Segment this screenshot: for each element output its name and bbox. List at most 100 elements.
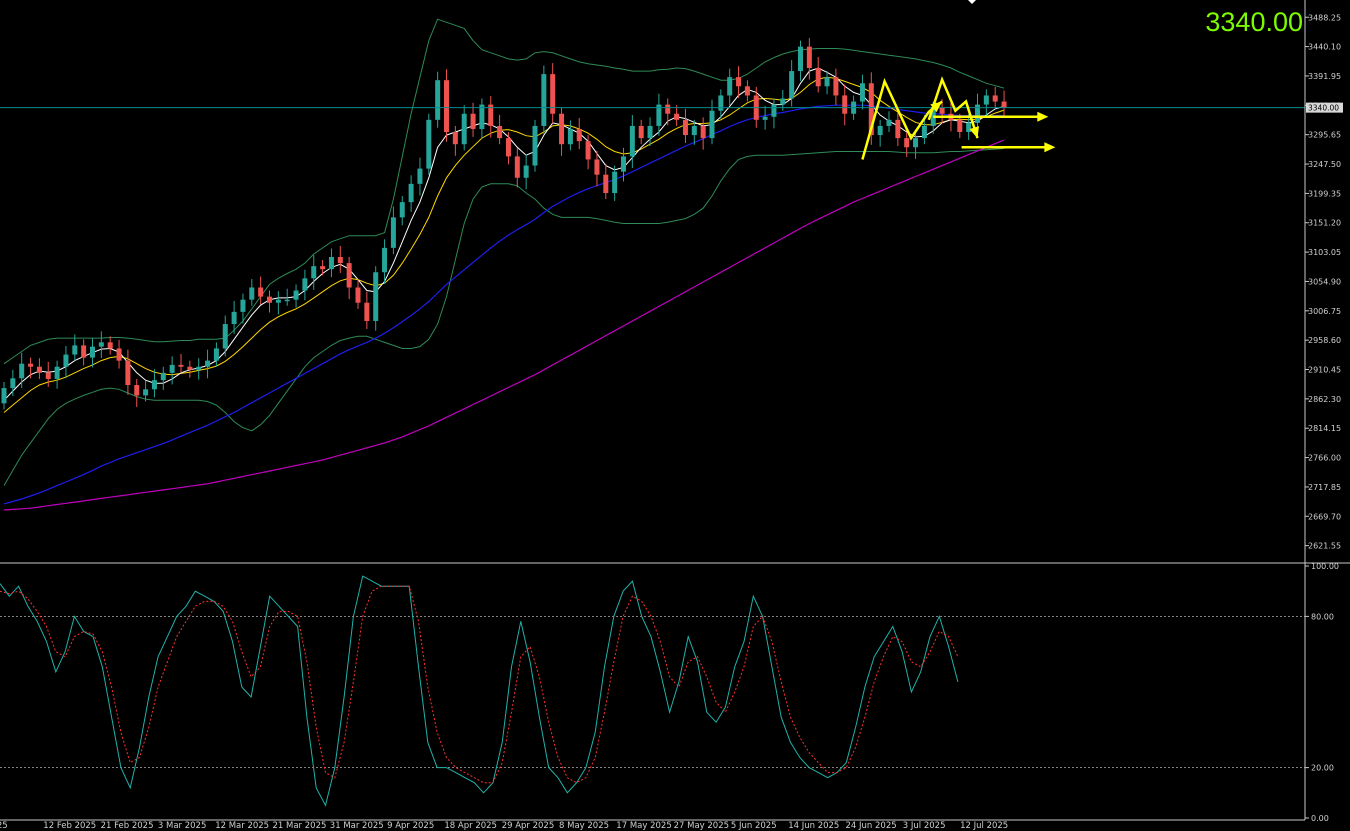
candle-body[interactable] <box>585 141 591 160</box>
candle-body[interactable] <box>567 128 573 145</box>
candle-body[interactable] <box>222 324 228 349</box>
candle-body[interactable] <box>957 119 963 133</box>
candle-body[interactable] <box>364 302 370 322</box>
candle-body[interactable] <box>709 110 715 139</box>
candle-body[interactable] <box>417 168 423 184</box>
candle-body[interactable] <box>169 364 175 373</box>
candle-body[interactable] <box>815 68 821 87</box>
candle-body[interactable] <box>19 363 25 379</box>
candle-body[interactable] <box>921 125 927 139</box>
candle-body[interactable] <box>151 380 157 390</box>
candle-body[interactable] <box>143 389 149 396</box>
candle-body[interactable] <box>824 77 830 87</box>
candle-body[interactable] <box>399 202 405 218</box>
candle-body[interactable] <box>382 247 388 273</box>
candle-body[interactable] <box>975 104 980 123</box>
candle-body[interactable] <box>90 346 95 358</box>
candle-body[interactable] <box>444 80 449 133</box>
price-pane[interactable] <box>0 18 1305 511</box>
candle-body[interactable] <box>603 174 609 193</box>
candle-body[interactable] <box>36 366 42 373</box>
candle-body[interactable] <box>700 125 706 139</box>
candle-body[interactable] <box>647 125 653 139</box>
candle-body[interactable] <box>452 132 458 145</box>
candle-body[interactable] <box>390 217 396 248</box>
candle-body[interactable] <box>275 299 281 303</box>
candle-body[interactable] <box>780 98 786 105</box>
candle-body[interactable] <box>249 287 255 300</box>
candle-body[interactable] <box>868 83 874 136</box>
candle-body[interactable] <box>196 366 202 370</box>
candle-body[interactable] <box>72 345 78 355</box>
candle-body[interactable] <box>559 113 565 145</box>
candle-body[interactable] <box>895 119 901 139</box>
candle-body[interactable] <box>877 125 883 136</box>
candle-body[interactable] <box>966 122 972 133</box>
candle-body[interactable] <box>904 138 910 148</box>
candle-body[interactable] <box>541 74 547 126</box>
candle-body[interactable] <box>514 156 520 178</box>
candle-body[interactable] <box>240 299 246 312</box>
candle-body[interactable] <box>205 360 211 367</box>
candle-body[interactable] <box>1001 101 1007 108</box>
candle-body[interactable] <box>346 263 352 288</box>
candle-body[interactable] <box>488 104 494 126</box>
candle-body[interactable] <box>682 119 688 136</box>
candle-body[interactable] <box>178 364 184 367</box>
candle-body[interactable] <box>116 348 122 361</box>
candle-body[interactable] <box>532 125 538 166</box>
candle-body[interactable] <box>98 342 104 347</box>
candle-body[interactable] <box>28 363 34 367</box>
candle-body[interactable] <box>311 266 317 279</box>
candle-body[interactable] <box>806 46 812 69</box>
candle-body[interactable] <box>337 257 343 264</box>
candle-body[interactable] <box>63 354 69 367</box>
candle-body[interactable] <box>674 113 680 120</box>
candle-body[interactable] <box>293 290 299 300</box>
candle-body[interactable] <box>435 80 441 120</box>
candle-body[interactable] <box>81 345 87 358</box>
candle-body[interactable] <box>258 287 264 297</box>
candle-body[interactable] <box>373 272 379 322</box>
candle-body[interactable] <box>992 95 998 102</box>
candle-body[interactable] <box>629 125 635 157</box>
candle-body[interactable] <box>426 119 432 169</box>
candle-body[interactable] <box>939 107 945 114</box>
candle-body[interactable] <box>612 171 618 193</box>
candle-body[interactable] <box>125 360 131 386</box>
candle-body[interactable] <box>833 77 839 96</box>
candle-body[interactable] <box>320 266 326 270</box>
candle-body[interactable] <box>284 299 290 302</box>
candle-body[interactable] <box>842 95 848 114</box>
candle-body[interactable] <box>505 138 511 157</box>
candle-body[interactable] <box>638 125 644 139</box>
candle-body[interactable] <box>160 372 166 381</box>
candle-body[interactable] <box>479 104 485 129</box>
candle-body[interactable] <box>798 46 803 72</box>
candle-body[interactable] <box>665 104 671 114</box>
candle-body[interactable] <box>771 104 777 117</box>
candle-body[interactable] <box>187 366 193 370</box>
candle-body[interactable] <box>886 119 892 126</box>
candle-body[interactable] <box>621 156 626 172</box>
candle-body[interactable] <box>408 183 414 203</box>
candle-body[interactable] <box>656 104 662 126</box>
candle-body[interactable] <box>231 311 237 325</box>
candle-body[interactable] <box>762 116 768 120</box>
candle-body[interactable] <box>576 128 582 142</box>
candle-body[interactable] <box>1 388 7 404</box>
candle-body[interactable] <box>718 95 724 111</box>
candle-body[interactable] <box>913 138 919 148</box>
candle-body[interactable] <box>213 348 219 361</box>
candle-body[interactable] <box>470 113 476 129</box>
candle-body[interactable] <box>497 125 503 139</box>
candle-body[interactable] <box>859 83 865 102</box>
candle-body[interactable] <box>267 296 272 303</box>
candle-body[interactable] <box>983 95 989 105</box>
candle-body[interactable] <box>45 372 51 379</box>
candle-body[interactable] <box>134 385 140 396</box>
candle-body[interactable] <box>727 77 733 96</box>
candle-body[interactable] <box>550 74 556 114</box>
candle-body[interactable] <box>54 366 60 379</box>
